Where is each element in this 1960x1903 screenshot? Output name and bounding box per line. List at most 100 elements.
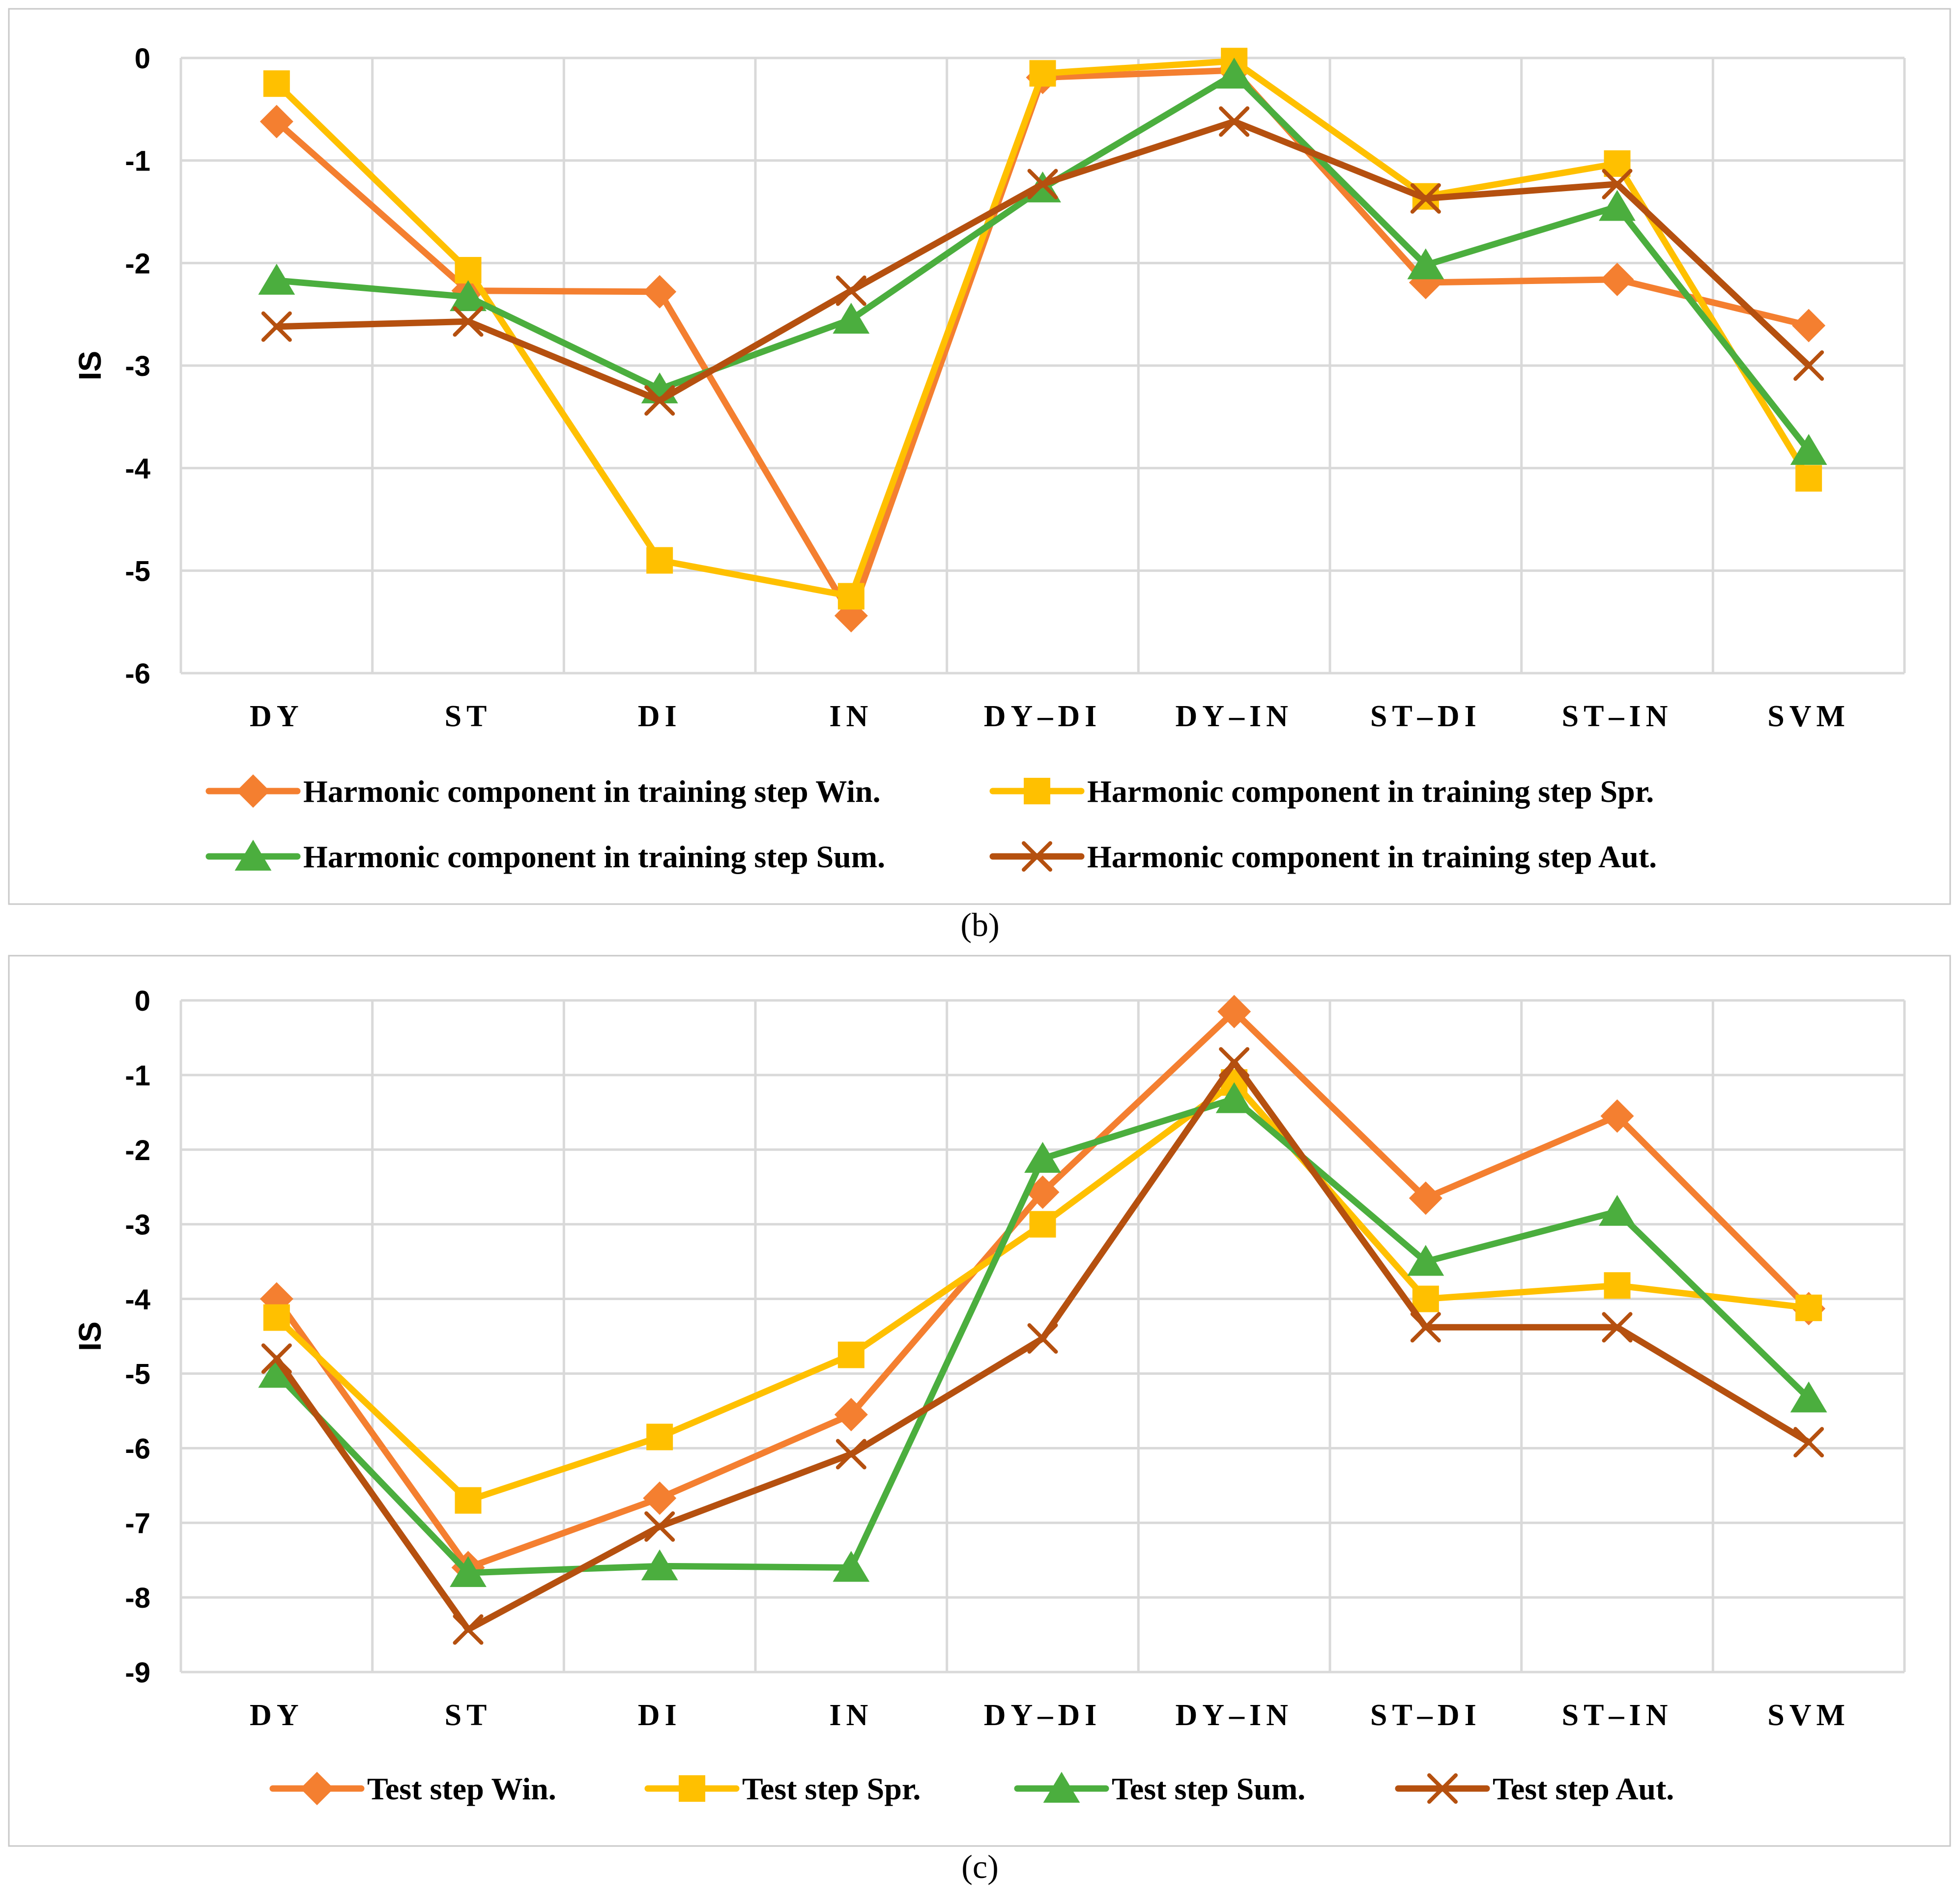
y-tick-label: -9 bbox=[125, 1657, 150, 1689]
legend-item: Test step Spr. bbox=[644, 1771, 921, 1806]
legend-marker-triangle bbox=[1043, 1772, 1080, 1803]
panel-caption: (b) bbox=[960, 906, 999, 943]
data-point-triangle bbox=[1024, 1142, 1061, 1173]
data-point-square bbox=[455, 1487, 482, 1514]
data-point-x bbox=[261, 1343, 292, 1374]
y-tick-label: -4 bbox=[125, 453, 150, 485]
y-tick-label: -2 bbox=[125, 1135, 150, 1166]
data-point-square bbox=[1795, 465, 1822, 492]
x-tick-label: DY–DI bbox=[984, 700, 1101, 733]
y-axis-label: IS bbox=[72, 1321, 108, 1351]
data-point-x bbox=[261, 311, 292, 342]
x-tick-label: IN bbox=[829, 1699, 873, 1732]
data-point-triangle bbox=[1407, 248, 1444, 280]
data-point-diamond bbox=[259, 105, 293, 139]
legend-label: Test step Aut. bbox=[1493, 1771, 1674, 1806]
data-point-square bbox=[1412, 1285, 1439, 1312]
x-tick-label: DY–IN bbox=[1175, 1699, 1293, 1732]
data-point-triangle bbox=[258, 1357, 295, 1388]
y-tick-label: 0 bbox=[135, 985, 150, 1017]
data-point-triangle bbox=[1599, 1194, 1636, 1226]
y-tick-label: -6 bbox=[125, 1433, 150, 1465]
legend-marker-square bbox=[679, 1775, 705, 1802]
y-tick-label: -3 bbox=[125, 350, 150, 382]
chart-panel-c: 0 -1 -2 -3 -4 -5 -6 -7 -8 -9 DY ST DI IN DY–DI DY–IN ST–… bbox=[8, 955, 1951, 1847]
legend-label: Test step Spr. bbox=[742, 1771, 921, 1806]
data-point-x bbox=[1027, 1323, 1058, 1354]
chart-panel-b: 0 -1 -2 -3 -4 -5 -6 DY ST DI IN DY–DI DY–IN ST–DI ST–I… bbox=[8, 8, 1951, 905]
panel-frame bbox=[8, 955, 1951, 1847]
data-point-x bbox=[1793, 350, 1824, 381]
data-point-x bbox=[1602, 169, 1633, 199]
legend-label: Harmonic component in training step Sum. bbox=[303, 839, 885, 874]
y-tick-label: -3 bbox=[125, 1209, 150, 1241]
legend-item: Test step Aut. bbox=[1395, 1771, 1674, 1806]
data-point-x bbox=[836, 275, 866, 306]
y-tick-label: -2 bbox=[125, 248, 150, 280]
x-tick-label: DY–IN bbox=[1175, 700, 1293, 733]
data-point-triangle bbox=[833, 1551, 870, 1582]
y-tick-label: -5 bbox=[125, 1358, 150, 1390]
legend-label: Harmonic component in training step Win. bbox=[303, 774, 881, 809]
series-test-step-sum bbox=[258, 1082, 1827, 1587]
legend-marker-square bbox=[1024, 778, 1050, 804]
data-point-square bbox=[1604, 1272, 1631, 1299]
legend-item: Harmonic component in training step Sum. bbox=[205, 839, 885, 874]
legend-label: Harmonic component in training step Spr. bbox=[1087, 774, 1654, 809]
data-point-diamond bbox=[1600, 262, 1634, 296]
legend-item: Test step Win. bbox=[269, 1771, 556, 1806]
data-point-square bbox=[455, 256, 482, 284]
x-tick-label: SVM bbox=[1767, 700, 1850, 733]
legend-label: Harmonic component in training step Aut. bbox=[1087, 839, 1657, 874]
data-point-triangle bbox=[258, 263, 295, 295]
data-point-x bbox=[1793, 1427, 1824, 1458]
legend: Harmonic component in training step Win.… bbox=[205, 774, 1657, 874]
series-harmonic-component-in-training-step-spr bbox=[263, 48, 1822, 610]
data-point-triangle bbox=[641, 1549, 678, 1581]
data-point-diamond bbox=[643, 1481, 677, 1515]
data-point-square bbox=[1795, 1294, 1822, 1321]
data-point-triangle bbox=[1790, 434, 1827, 465]
data-point-square bbox=[1029, 1211, 1056, 1238]
x-tick-label: ST bbox=[445, 700, 492, 733]
data-point-triangle bbox=[1215, 1082, 1253, 1113]
data-point-triangle bbox=[833, 303, 870, 334]
data-point-x bbox=[1410, 183, 1441, 214]
data-point-triangle bbox=[1790, 1381, 1827, 1413]
data-point-square bbox=[263, 70, 290, 97]
y-axis-label: IS bbox=[72, 351, 108, 380]
y-tick-label: -4 bbox=[125, 1284, 150, 1316]
y-tick-label: 0 bbox=[135, 43, 150, 75]
data-point-diamond bbox=[1409, 1181, 1442, 1215]
series-test-step-win bbox=[259, 994, 1826, 1585]
data-point-x bbox=[836, 1439, 866, 1470]
x-tick-label: DY bbox=[250, 700, 304, 733]
legend: Test step Win. Test step Spr. Test step Su… bbox=[269, 1771, 1674, 1806]
data-point-square bbox=[646, 547, 673, 574]
legend-marker-diamond bbox=[236, 774, 270, 808]
data-point-triangle bbox=[1599, 190, 1636, 221]
data-point-square bbox=[837, 1341, 865, 1368]
x-tick-label: DY–DI bbox=[984, 1699, 1101, 1732]
legend-item: Test step Sum. bbox=[1014, 1771, 1305, 1806]
legend-item: Harmonic component in training step Aut. bbox=[989, 839, 1657, 874]
data-point-square bbox=[263, 1304, 290, 1331]
legend-label: Test step Win. bbox=[367, 1771, 556, 1806]
data-point-square bbox=[837, 583, 865, 610]
series-test-step-spr bbox=[263, 1069, 1822, 1514]
x-tick-label: ST bbox=[445, 1699, 492, 1732]
x-tick-label: DY bbox=[250, 1699, 304, 1732]
data-point-diamond bbox=[1792, 309, 1826, 342]
x-tick-label: ST–IN bbox=[1562, 700, 1673, 733]
data-point-x bbox=[1602, 1312, 1633, 1343]
data-point-x bbox=[453, 306, 484, 337]
panel-caption: (c) bbox=[961, 1848, 998, 1885]
data-point-diamond bbox=[1600, 1099, 1634, 1133]
data-point-x bbox=[453, 1614, 484, 1645]
legend-marker-triangle bbox=[234, 840, 272, 871]
data-point-x bbox=[1027, 169, 1058, 199]
x-tick-label: DI bbox=[638, 1699, 682, 1732]
data-point-x bbox=[644, 1511, 675, 1542]
data-point-square bbox=[1029, 60, 1056, 87]
